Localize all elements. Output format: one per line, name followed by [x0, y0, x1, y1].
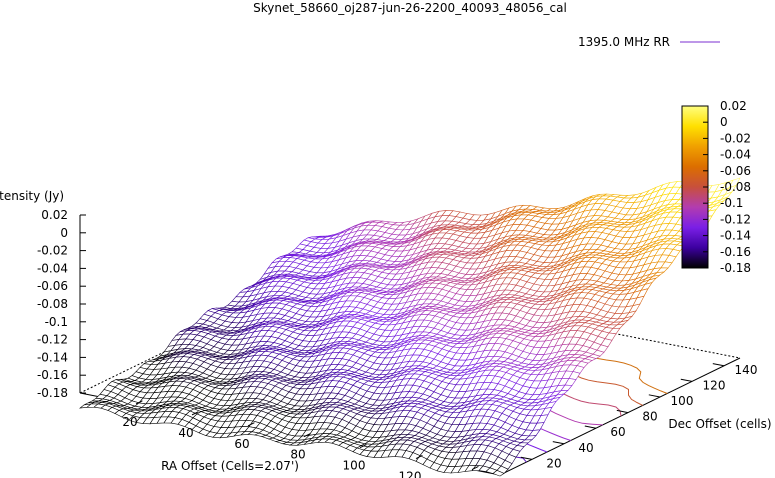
colorbar-tick-label: -0.18 — [720, 261, 751, 275]
x-tick-label: 40 — [178, 426, 193, 440]
legend-label: 1395.0 MHz RR — [578, 35, 670, 49]
y-tick — [520, 456, 533, 460]
z-tick-label: -0.18 — [37, 386, 68, 400]
colorbar-tick-label: -0.1 — [720, 196, 743, 210]
y-tick — [616, 409, 629, 414]
colorbar-tick-label: -0.14 — [720, 229, 751, 243]
colorbar-tick-label: -0.04 — [720, 148, 751, 162]
colorbar-tick-label: 0.02 — [720, 99, 747, 113]
y-tick — [584, 425, 597, 429]
colorbar-tick-label: -0.06 — [720, 164, 751, 178]
z-tick-label: -0.08 — [37, 297, 68, 311]
x-tick — [247, 422, 255, 427]
y-tick-label: 80 — [642, 410, 657, 424]
colorbar-tick-label: 0 — [720, 115, 728, 129]
z-tick-label: -0.06 — [37, 279, 68, 293]
y-tick-label: 40 — [578, 441, 593, 455]
z-tick-label: -0.14 — [37, 350, 68, 364]
surface-cell — [492, 470, 505, 477]
x-tick — [135, 400, 143, 405]
y-tick-label: 100 — [671, 394, 694, 408]
z-tick-label: -0.04 — [37, 261, 68, 275]
y-tick-label: 60 — [610, 425, 625, 439]
y-tick — [712, 363, 725, 367]
colorbar-tick-label: -0.16 — [720, 245, 751, 259]
y-tick — [552, 441, 565, 445]
x-tick — [415, 455, 423, 460]
chart-title: Skynet_58660_oj287-jun-26-2200_40093_480… — [253, 1, 567, 15]
z-tick-label: 0.02 — [41, 208, 68, 222]
colorbar: 0.02 0 -0.02 -0.04 -0.06 -0.08 -0.1 -0.12 -0.14 -… — [681, 99, 751, 275]
x-tick-label: 100 — [343, 459, 366, 473]
z-tick-label: 0 — [60, 226, 68, 240]
z-tick-label: -0.1 — [45, 315, 68, 329]
legend: 1395.0 MHz RR — [578, 35, 720, 49]
z-axis: 0.02 0 -0.02 -0.04 -0.06 -0.08 -0.1 -0.12 -0.14 -… — [37, 208, 86, 400]
x-tick-label: 20 — [122, 415, 137, 429]
y-axis-line — [499, 357, 741, 476]
x-tick-label: 120 — [399, 470, 422, 478]
surface-mesh — [78, 177, 741, 477]
x-tick — [471, 465, 479, 470]
y-axis-label: Dec Offset (cells) — [668, 417, 771, 431]
colorbar-tick-label: -0.12 — [720, 212, 751, 226]
x-axis-label: RA Offset (Cells=2.07') — [161, 459, 299, 473]
y-tick-label: 20 — [546, 456, 561, 470]
y-tick-label: 120 — [703, 378, 726, 392]
y-tick — [648, 394, 661, 398]
x-tick — [191, 411, 199, 416]
y-tick — [680, 378, 693, 382]
colorbar-tick-label: -0.02 — [720, 131, 751, 145]
y-tick-label: 140 — [735, 363, 758, 377]
z-tick-label: -0.16 — [37, 368, 68, 382]
x-tick — [359, 444, 367, 449]
x-tick-label: 80 — [290, 448, 305, 462]
z-axis-label: Intensity (Jy) — [0, 189, 64, 203]
y-axis-ticks: 20 40 60 80 100 120 140 — [520, 363, 758, 470]
z-tick-label: -0.02 — [37, 244, 68, 258]
colorbar-tick-label: -0.08 — [720, 180, 751, 194]
z-tick-label: -0.12 — [37, 333, 68, 347]
x-tick — [303, 433, 311, 438]
x-tick-label: 60 — [234, 437, 249, 451]
